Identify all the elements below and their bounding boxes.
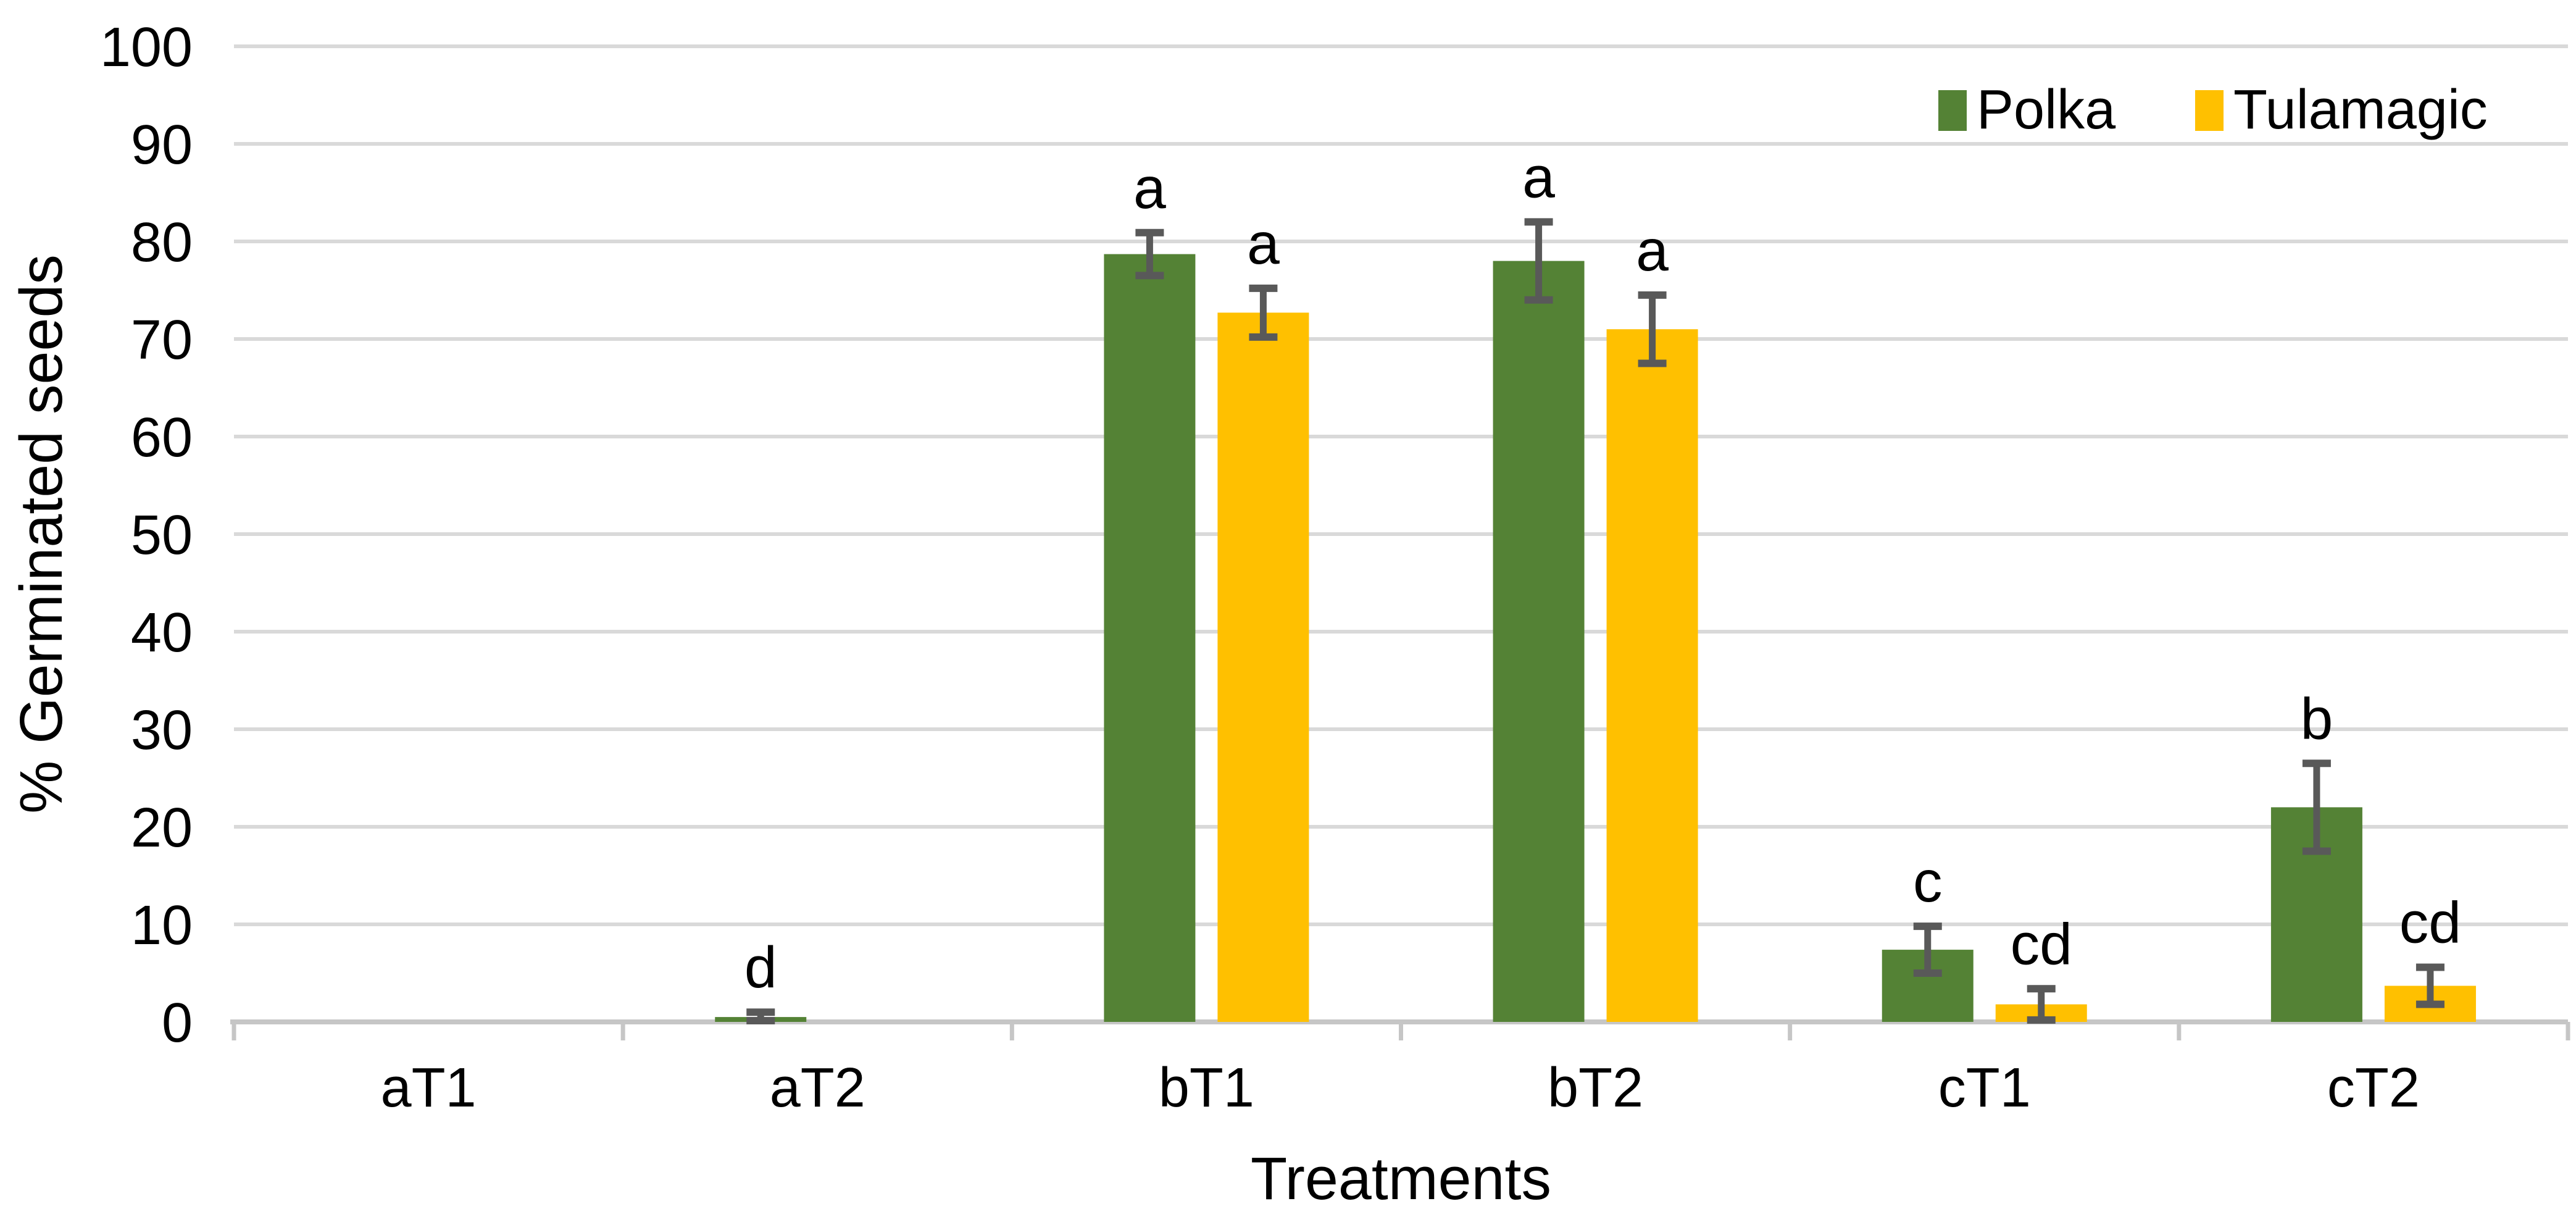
bar-tulamagic-bT1: [1217, 312, 1309, 1023]
legend: Polka Tulamagic: [1938, 79, 2488, 141]
bar-tulamagic-bT2: [1606, 329, 1698, 1023]
bar-polka-bT2: [1493, 261, 1585, 1023]
y-tick-label-100: 100: [100, 17, 193, 78]
sig-letter-tulamagic-bT1: a: [1247, 211, 1280, 277]
y-tick-labels: 0 10 20 30 40 50 60 70 80 90 100: [100, 17, 193, 1054]
sig-letter-tulamagic-cT2: cd: [2399, 890, 2461, 956]
error-bar-polka-bT2: [1524, 218, 1553, 304]
error-bar-polka-aT2: [746, 1008, 775, 1024]
y-tick-label-30: 30: [131, 700, 193, 761]
legend-label-tulamagic: Tulamagic: [2233, 79, 2488, 141]
bars: [715, 254, 2476, 1023]
sig-letter-polka-cT1: c: [1913, 849, 1943, 914]
error-bar-tulamagic-bT2: [1638, 291, 1667, 367]
y-tick-label-0: 0: [162, 992, 193, 1054]
sig-letter-polka-bT2: a: [1522, 144, 1555, 210]
x-axis: [230, 1019, 2570, 1040]
x-tick-label-aT1: aT1: [381, 1057, 477, 1119]
significance-letters: d a a c b a a cd cd: [744, 144, 2461, 1000]
x-tick-label-aT2: aT2: [770, 1057, 865, 1119]
x-tick-label-cT1: cT1: [1938, 1057, 2031, 1119]
error-bar-tulamagic-bT1: [1249, 284, 1278, 341]
legend-swatch-tulamagic: [2195, 90, 2224, 131]
y-tick-label-80: 80: [131, 212, 193, 274]
gridlines: [234, 44, 2568, 926]
x-axis-title: Treatments: [1251, 1145, 1551, 1209]
x-tick-label-cT2: cT2: [2327, 1057, 2420, 1119]
y-tick-label-90: 90: [131, 114, 193, 176]
error-bar-tulamagic-cT1: [2027, 985, 2056, 1024]
legend-label-polka: Polka: [1977, 79, 2116, 141]
sig-letter-tulamagic-bT2: a: [1636, 218, 1669, 283]
y-tick-label-40: 40: [131, 602, 193, 664]
error-bar-polka-cT1: [1913, 922, 1942, 977]
error-bar-polka-cT2: [2302, 759, 2331, 855]
y-tick-label-20: 20: [131, 797, 193, 859]
error-bar-tulamagic-cT2: [2416, 963, 2445, 1008]
y-tick-label-10: 10: [131, 895, 193, 956]
legend-item-tulamagic: Tulamagic: [2195, 79, 2488, 141]
sig-letter-tulamagic-cT1: cd: [2011, 911, 2072, 977]
x-tick-label-bT1: bT1: [1159, 1057, 1254, 1119]
bar-polka-bT1: [1104, 254, 1196, 1022]
y-tick-label-50: 50: [131, 504, 193, 566]
y-tick-label-60: 60: [131, 407, 193, 469]
y-tick-label-70: 70: [131, 309, 193, 371]
sig-letter-polka-bT1: a: [1133, 156, 1166, 221]
error-bar-polka-bT1: [1135, 228, 1164, 280]
y-axis-title: % Germinated seeds: [7, 254, 75, 814]
error-bars: [746, 218, 2445, 1024]
legend-swatch-polka: [1938, 90, 1967, 131]
sig-letter-polka-aT2: d: [744, 935, 777, 1000]
x-tick-label-bT2: bT2: [1548, 1057, 1643, 1119]
x-tick-labels: aT1 aT2 bT1 bT2 cT1 cT2: [381, 1057, 2420, 1119]
legend-item-polka: Polka: [1938, 79, 2116, 141]
sig-letter-polka-cT2: b: [2300, 686, 2333, 751]
